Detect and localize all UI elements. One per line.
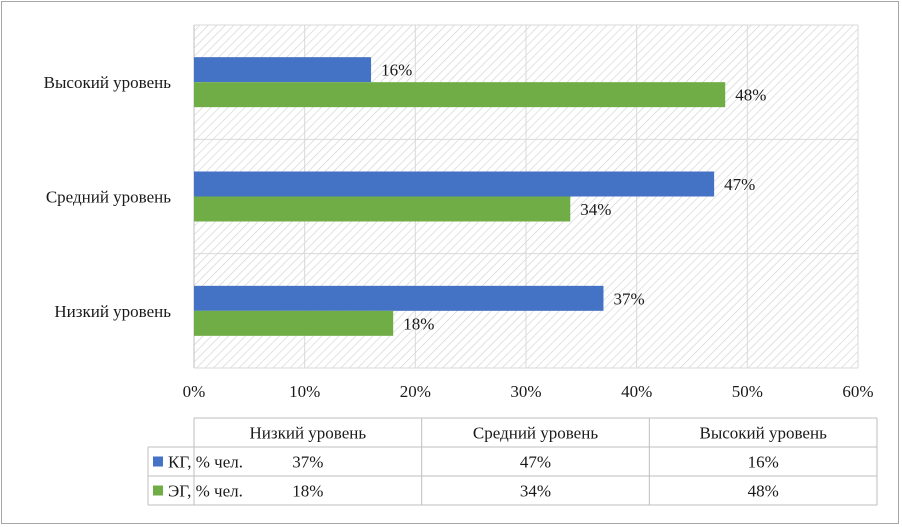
- table-header-cell: Низкий уровень: [250, 424, 367, 443]
- x-tick-label: 0%: [183, 382, 206, 401]
- table-header-cell: Высокий уровень: [699, 424, 827, 443]
- table-value-cell: 34%: [520, 482, 551, 501]
- legend-key: [153, 485, 163, 496]
- bar: [194, 57, 372, 83]
- x-tick-label: 10%: [289, 382, 320, 401]
- table-value-cell: 37%: [292, 453, 323, 472]
- bar: [194, 82, 726, 108]
- data-label: 47%: [724, 175, 755, 194]
- data-label: 48%: [735, 86, 766, 105]
- category-label: Высокий уровень: [44, 73, 172, 92]
- category-label: Средний уровень: [46, 188, 171, 207]
- table-value-cell: 16%: [748, 453, 779, 472]
- legend-label: КГ, % чел.: [168, 453, 243, 472]
- legend-label: ЭГ, % чел.: [168, 482, 243, 501]
- x-tick-label: 60%: [842, 382, 873, 401]
- table-value-cell: 48%: [748, 482, 779, 501]
- x-tick-label: 40%: [621, 382, 652, 401]
- x-tick-label: 20%: [400, 382, 431, 401]
- table-header-cell: Средний уровень: [473, 424, 598, 443]
- data-label: 16%: [381, 61, 412, 80]
- table-value-cell: 18%: [292, 482, 323, 501]
- x-tick-label: 30%: [510, 382, 541, 401]
- data-label: 37%: [613, 289, 644, 308]
- table-value-cell: 47%: [520, 453, 551, 472]
- bar: [194, 171, 715, 197]
- bar: [194, 196, 571, 222]
- category-label: Низкий уровень: [54, 302, 171, 321]
- legend-key: [153, 456, 163, 467]
- bar: [194, 310, 394, 336]
- data-label: 18%: [403, 314, 434, 333]
- data-label: 34%: [580, 200, 611, 219]
- x-tick-label: 50%: [732, 382, 763, 401]
- bar: [194, 285, 604, 311]
